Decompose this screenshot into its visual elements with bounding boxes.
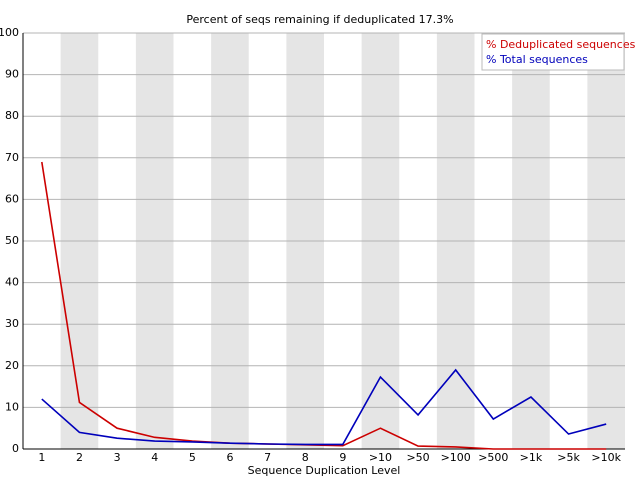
x-tick-label: 9 [339, 451, 346, 464]
x-tick-label: >500 [478, 451, 508, 464]
y-tick-label: 40 [5, 276, 19, 289]
x-tick-label: 2 [76, 451, 83, 464]
x-axis-label: Sequence Duplication Level [248, 464, 401, 477]
x-tick-label: >50 [406, 451, 429, 464]
y-tick-label: 70 [5, 151, 19, 164]
x-tick-label: >5k [557, 451, 580, 464]
y-tick-label: 100 [0, 26, 19, 39]
x-tick-label: >10k [591, 451, 621, 464]
y-tick-label: 10 [5, 400, 19, 413]
x-tick-label: 8 [302, 451, 309, 464]
x-tick-label: 7 [264, 451, 271, 464]
x-tick-label: 5 [189, 451, 196, 464]
legend-entry: % Deduplicated sequences [486, 38, 636, 51]
y-tick-label: 60 [5, 192, 19, 205]
y-tick-label: 20 [5, 359, 19, 372]
x-tick-label: 1 [38, 451, 45, 464]
y-tick-label: 0 [12, 442, 19, 455]
series-line [41, 161, 607, 450]
y-tick-label: 50 [5, 234, 19, 247]
x-tick-label: 3 [114, 451, 121, 464]
y-tick-label: 30 [5, 317, 19, 330]
x-tick-label: 4 [151, 451, 158, 464]
series-line [41, 368, 607, 446]
y-tick-label: 80 [5, 109, 19, 122]
x-tick-label: 6 [226, 451, 233, 464]
x-tick-label: >100 [441, 451, 471, 464]
x-tick-label: >10 [369, 451, 392, 464]
chart-title: Percent of seqs remaining if deduplicate… [186, 13, 453, 26]
legend-box [481, 33, 625, 71]
x-tick-label: >1k [520, 451, 543, 464]
legend-entry: % Total sequences [486, 53, 588, 66]
y-tick-label: 90 [5, 68, 19, 81]
